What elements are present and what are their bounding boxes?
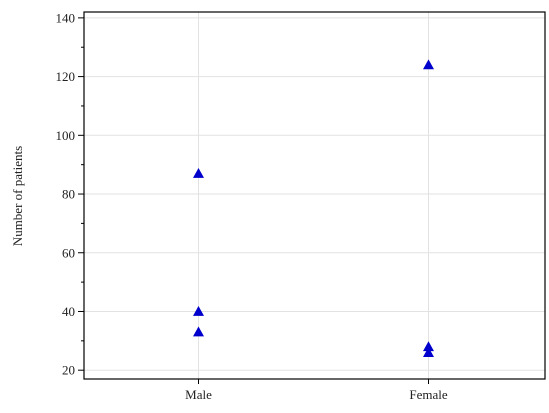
x-tick-label: Female bbox=[409, 387, 447, 402]
y-tick-label: 80 bbox=[62, 187, 75, 202]
grid-layer bbox=[84, 12, 545, 379]
y-tick-label: 40 bbox=[62, 304, 75, 319]
points-layer bbox=[193, 59, 434, 357]
y-tick-label: 60 bbox=[62, 245, 75, 260]
data-point bbox=[423, 341, 434, 352]
y-tick-label: 100 bbox=[56, 128, 76, 143]
y-tick-label: 140 bbox=[56, 10, 76, 25]
x-tick-label: Male bbox=[185, 387, 212, 402]
plot-frame bbox=[83, 11, 546, 380]
x-axis: Male Female bbox=[185, 379, 448, 402]
y-axis-label: Number of patients bbox=[10, 146, 25, 246]
data-point bbox=[423, 347, 434, 357]
y-axis: 20 40 60 80 100 120 140 bbox=[56, 10, 84, 378]
data-point bbox=[193, 167, 204, 178]
data-point bbox=[193, 326, 204, 337]
y-tick-label: 120 bbox=[56, 69, 76, 84]
data-point bbox=[423, 59, 434, 70]
y-tick-label: 20 bbox=[62, 363, 75, 378]
data-point bbox=[193, 305, 204, 316]
